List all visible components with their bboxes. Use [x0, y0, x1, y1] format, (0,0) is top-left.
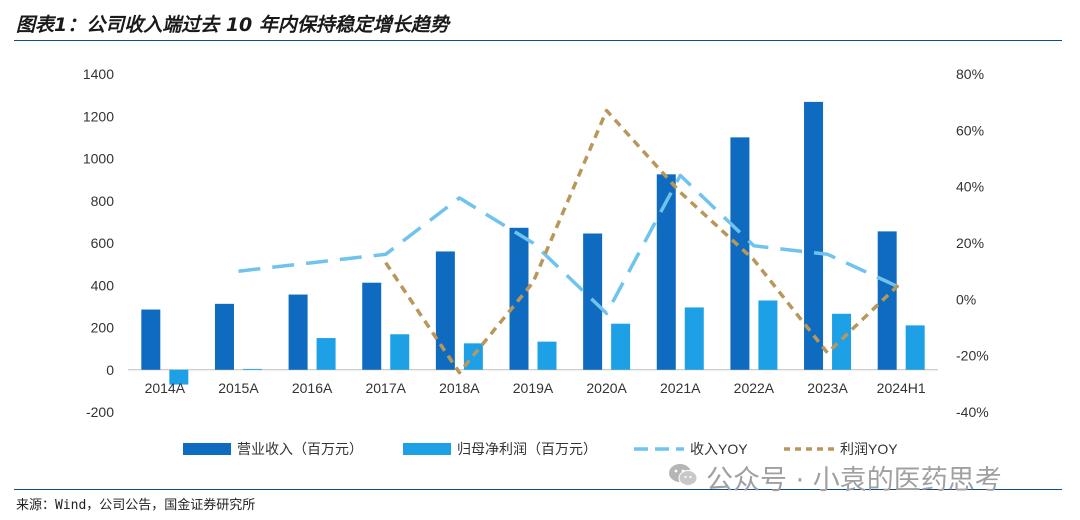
profit-bar [832, 313, 852, 370]
y-left-tick-label: 800 [91, 193, 115, 209]
x-tick-labels: 2014A 2015A 2016A 2017A 2018A 2019A 2020A 2021A… [145, 380, 926, 396]
y-right-tick-label: -40% [956, 404, 989, 420]
y-left-tick-label: 1200 [83, 108, 114, 124]
x-tick-label: 2020A [586, 380, 627, 396]
y-right-tick-label: 80% [956, 66, 984, 82]
x-tick-label: 2022A [734, 380, 775, 396]
axes: -200 0 200 400 600 800 1000 1200 1400 -40% -20% 0% 2… [83, 66, 989, 420]
y-left-tick-label: 400 [91, 277, 115, 293]
profit-bar [537, 341, 557, 370]
title-rule [14, 40, 1062, 41]
revenue-bar [214, 303, 234, 370]
revenue-bar [804, 101, 824, 370]
x-tick-label: 2023A [807, 380, 848, 396]
y-left-tick-label: 1400 [83, 66, 114, 82]
y-left-tick-label: 0 [106, 362, 114, 378]
revenue-bar [435, 251, 455, 370]
y-left-tick-label: -200 [86, 404, 114, 420]
chart-title: 图表1：公司收入端过去 10 年内保持稳定增长趋势 [16, 14, 449, 36]
x-tick-label: 2019A [513, 380, 554, 396]
revenue-bar [656, 174, 676, 370]
legend-swatch [403, 443, 451, 455]
wechat-icon [669, 464, 698, 486]
x-tick-label: 2018A [439, 380, 480, 396]
y-right-tick-label: 0% [956, 291, 976, 307]
profit-yoy-line [384, 108, 903, 375]
y-right-tick-label: 20% [956, 235, 984, 251]
profit-bar [758, 300, 778, 370]
legend: 营业收入（百万元） 归母净利润（百万元） 收入YOY 利润YOY [183, 441, 898, 457]
bars [141, 101, 925, 385]
profit-bar [316, 338, 336, 370]
x-tick-label: 2015A [218, 380, 259, 396]
chart: -200 0 200 400 600 800 1000 1200 1400 -40% -20% 0% 2… [83, 66, 989, 457]
revenue-yoy-line [238, 173, 902, 316]
y-left-tick-label: 200 [91, 320, 115, 336]
x-tick-label: 2014A [145, 380, 186, 396]
revenue-bar [877, 231, 897, 370]
revenue-bar [288, 294, 308, 370]
y-left-tick-label: 1000 [83, 151, 114, 167]
legend-swatch [183, 443, 231, 455]
profit-bar [390, 334, 410, 370]
y-right-tick-label: -20% [956, 348, 989, 364]
revenue-bar [730, 137, 750, 370]
profit-bar [242, 368, 262, 370]
profit-bar [611, 323, 631, 370]
watermark: 公众号 · 小袁的医药思考 [706, 465, 1002, 496]
source-rule [14, 489, 1062, 490]
profit-bar [684, 307, 704, 370]
legend-label: 利润YOY [840, 441, 898, 457]
revenue-bar [362, 282, 382, 370]
revenue-bar [141, 309, 161, 370]
y-right-tick-label: 60% [956, 122, 984, 138]
x-tick-label: 2017A [365, 380, 406, 396]
profit-bar [905, 325, 925, 370]
source-note: 来源：Wind，公司公告，国金证券研究所 [16, 498, 256, 513]
legend-label: 营业收入（百万元） [237, 441, 363, 457]
x-tick-label: 2016A [292, 380, 333, 396]
y-right-tick-label: 40% [956, 179, 984, 195]
lines [238, 108, 903, 375]
legend-label: 归母净利润（百万元） [457, 441, 597, 457]
legend-label: 收入YOY [690, 441, 748, 457]
y-left-tick-label: 600 [91, 235, 115, 251]
x-tick-label: 2024H1 [877, 380, 926, 396]
profit-bar [169, 369, 189, 385]
x-tick-label: 2021A [660, 380, 701, 396]
